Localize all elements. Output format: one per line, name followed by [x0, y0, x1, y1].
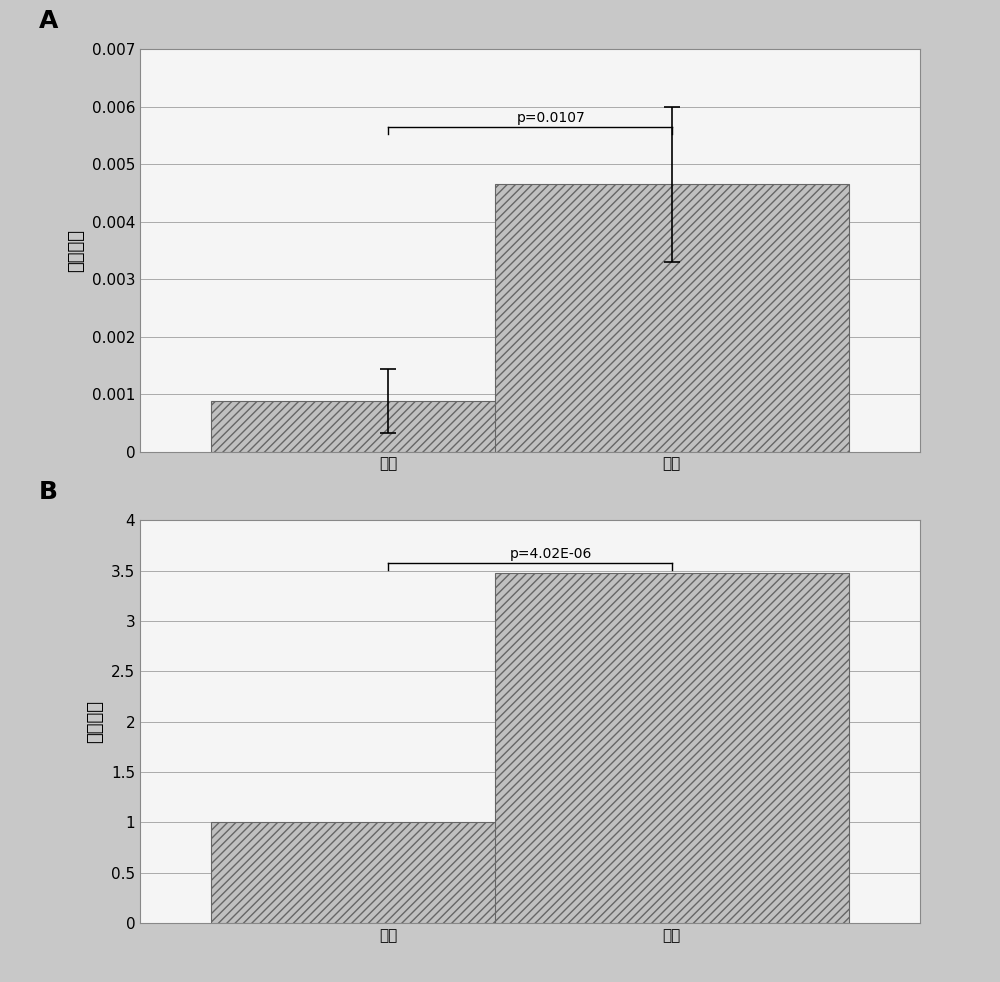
- Bar: [495, 573, 849, 923]
- Text: A: A: [39, 9, 58, 33]
- Bar: [211, 823, 565, 923]
- Bar: [495, 185, 849, 452]
- Text: p=0.0107: p=0.0107: [517, 111, 586, 125]
- Bar: [211, 401, 565, 452]
- Y-axis label: 相对定量: 相对定量: [67, 229, 85, 272]
- Text: B: B: [39, 480, 58, 505]
- Y-axis label: 相对定量: 相对定量: [86, 700, 104, 743]
- Text: p=4.02E-06: p=4.02E-06: [510, 547, 592, 561]
